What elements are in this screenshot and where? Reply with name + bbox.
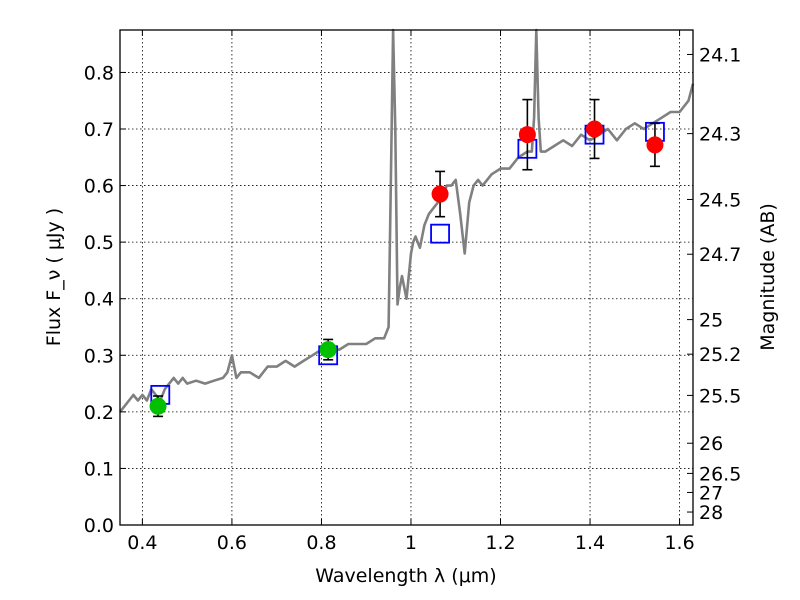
- x-tick-label: 0.4: [127, 532, 157, 554]
- y2-tick-label: 27: [699, 482, 723, 504]
- y-tick-label: 0.1: [84, 458, 114, 480]
- y-tick-label: 0.6: [84, 176, 114, 198]
- x-tick-label: 1: [405, 532, 417, 554]
- model-squares-layer: [150, 121, 665, 405]
- photometry-points-layer: [149, 120, 664, 415]
- y-tick-label: 0.8: [84, 62, 114, 84]
- photometry-green-point: [149, 397, 167, 415]
- plot-frame: [119, 29, 694, 526]
- y-ticks: 0.0 0.1 0.2 0.3 0.4 0.5 0.6 0.7 0.8: [84, 62, 126, 537]
- y2-tick-label: 26.5: [699, 463, 741, 485]
- grid-lines: [120, 30, 693, 526]
- spectrum-line-layer: [118, 28, 695, 413]
- y2-tick-label: 25.5: [699, 385, 741, 407]
- x-tick-label: 0.8: [306, 532, 336, 554]
- y2-axis-label: Magnitude (AB): [757, 203, 779, 351]
- y-tick-label: 0.4: [84, 289, 114, 311]
- x-ticks: 0.4 0.6 0.8 1 1.2 1.4 1.6: [127, 30, 695, 554]
- y-tick-label: 0.2: [84, 402, 114, 424]
- photometry-red-point: [518, 126, 536, 144]
- photometry-red-point: [646, 136, 664, 154]
- y2-tick-label: 28: [699, 502, 723, 524]
- spectrum-line: [118, 28, 695, 413]
- y-tick-label: 0.7: [84, 119, 114, 141]
- y2-tick-label: 24.3: [699, 124, 741, 146]
- y-axis-label: Flux F_ν ( μJy ): [43, 208, 65, 346]
- y2-tick-label: 24.5: [699, 189, 741, 211]
- y2-tick-label: 24.1: [699, 44, 741, 66]
- photometry-red-point: [586, 120, 604, 138]
- y-tick-label: 0.0: [84, 515, 114, 537]
- x-axis-label: Wavelength λ (μm): [315, 565, 496, 587]
- photometry-red-point: [431, 185, 449, 203]
- photometry-green-point: [319, 341, 337, 359]
- x-tick-label: 0.6: [217, 532, 247, 554]
- y2-tick-label: 25: [699, 310, 723, 332]
- y2-tick-label: 26: [699, 433, 723, 455]
- x-tick-label: 1.6: [664, 532, 694, 554]
- y-tick-label: 0.3: [84, 345, 114, 367]
- y2-tick-label: 25.2: [699, 344, 741, 366]
- y-tick-label: 0.5: [84, 232, 114, 254]
- x-tick-label: 1.4: [575, 532, 605, 554]
- x-tick-label: 1.2: [485, 532, 515, 554]
- model-square-marker: [430, 223, 450, 244]
- y2-tick-label: 24.7: [699, 244, 741, 266]
